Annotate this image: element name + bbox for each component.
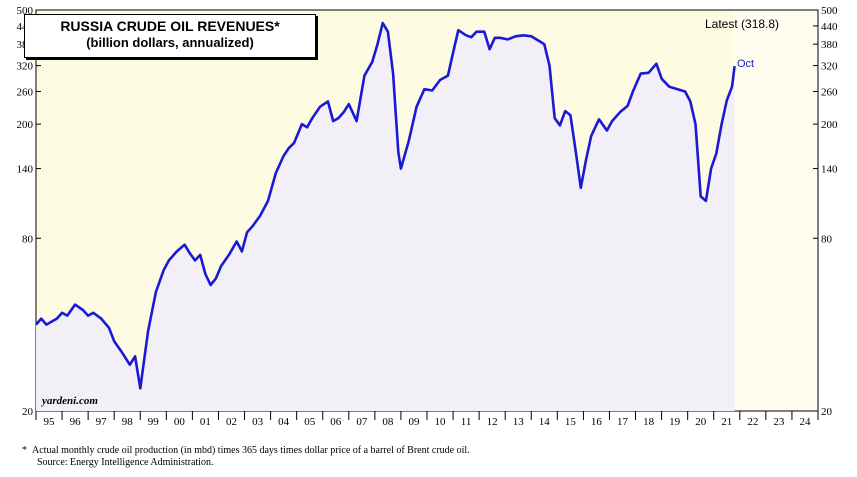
y-tick-label-left: 140 — [17, 164, 34, 176]
x-tick-label: 15 — [565, 416, 577, 428]
x-tick-label: 17 — [617, 416, 629, 428]
future-shade — [733, 10, 818, 411]
y-tick-label-right: 440 — [821, 21, 838, 33]
y-tick-label-right: 260 — [821, 86, 838, 98]
x-tick-label: 20 — [695, 416, 707, 428]
x-tick-label: 11 — [461, 416, 472, 428]
x-tick-label: 08 — [382, 416, 394, 428]
x-tick-label: 14 — [539, 416, 551, 428]
x-tick-label: 05 — [304, 416, 316, 428]
x-tick-label: 02 — [226, 416, 237, 428]
x-tick-label: 13 — [513, 416, 525, 428]
chart-subtitle: (billion dollars, annualized) — [86, 35, 254, 50]
source-text: Source: Energy Intelligence Administrati… — [37, 457, 214, 468]
y-tick-label-right: 380 — [821, 39, 838, 51]
x-tick-label: 97 — [96, 416, 108, 428]
x-tick-label: 95 — [44, 416, 56, 428]
x-axis: 95 96 97 98 99 00 01 02 03 04 05 06 07 08 09 10 11 12 13 14… — [44, 416, 811, 428]
x-tick-label: 99 — [148, 416, 160, 428]
y-tick-label-left: 80 — [22, 233, 34, 245]
chart-title-box: RUSSIA CRUDE OIL REVENUES* (billion doll… — [24, 14, 316, 58]
y-tick-label-right: 20 — [821, 406, 833, 418]
footnote-text: Actual monthly crude oil production (in … — [32, 445, 470, 456]
latest-value-label: Latest (318.8) — [705, 17, 780, 31]
x-tick-label: 00 — [174, 416, 186, 428]
x-tick-label: 18 — [643, 416, 655, 428]
x-tick-label: 01 — [200, 416, 211, 428]
watermark: yardeni.com — [42, 395, 98, 407]
axis-ticks — [35, 9, 819, 420]
x-tick-label: 22 — [747, 416, 758, 428]
series-layer — [35, 21, 736, 411]
y-tick-label-left: 20 — [22, 406, 34, 418]
x-tick-label: 21 — [721, 416, 732, 428]
x-tick-label: 98 — [122, 416, 134, 428]
x-tick-label: 12 — [487, 416, 498, 428]
x-tick-label: 23 — [773, 416, 785, 428]
chart-title: RUSSIA CRUDE OIL REVENUES* — [60, 18, 280, 34]
series-fill — [36, 23, 735, 411]
x-tick-label: 03 — [252, 416, 264, 428]
footnote: * Actual monthly crude oil production (i… — [22, 445, 470, 469]
x-tick-label: 04 — [278, 416, 290, 428]
y-tick-label-right: 140 — [821, 164, 838, 176]
x-tick-label: 10 — [435, 416, 447, 428]
x-tick-label: 19 — [669, 416, 681, 428]
y-tick-label-right: 500 — [821, 5, 838, 17]
x-tick-label: 07 — [356, 416, 368, 428]
x-tick-label: 96 — [70, 416, 82, 428]
y-axis-right: 20 80 140 200 260 320 380 440 500 — [821, 5, 838, 418]
y-tick-label-right: 80 — [821, 233, 833, 245]
series-line — [35, 21, 736, 390]
x-tick-label: 16 — [591, 416, 603, 428]
y-tick-label-left: 260 — [17, 86, 34, 98]
x-tick-label: 09 — [408, 416, 420, 428]
last-point-label: Oct — [737, 58, 755, 70]
footnote-marker: * — [22, 445, 27, 456]
y-tick-label-right: 320 — [821, 61, 838, 73]
y-tick-label-left: 200 — [17, 119, 34, 131]
y-tick-label-right: 200 — [821, 119, 838, 131]
x-tick-label: 24 — [799, 416, 811, 428]
y-tick-label-left: 320 — [17, 61, 34, 73]
x-tick-label: 06 — [330, 416, 342, 428]
